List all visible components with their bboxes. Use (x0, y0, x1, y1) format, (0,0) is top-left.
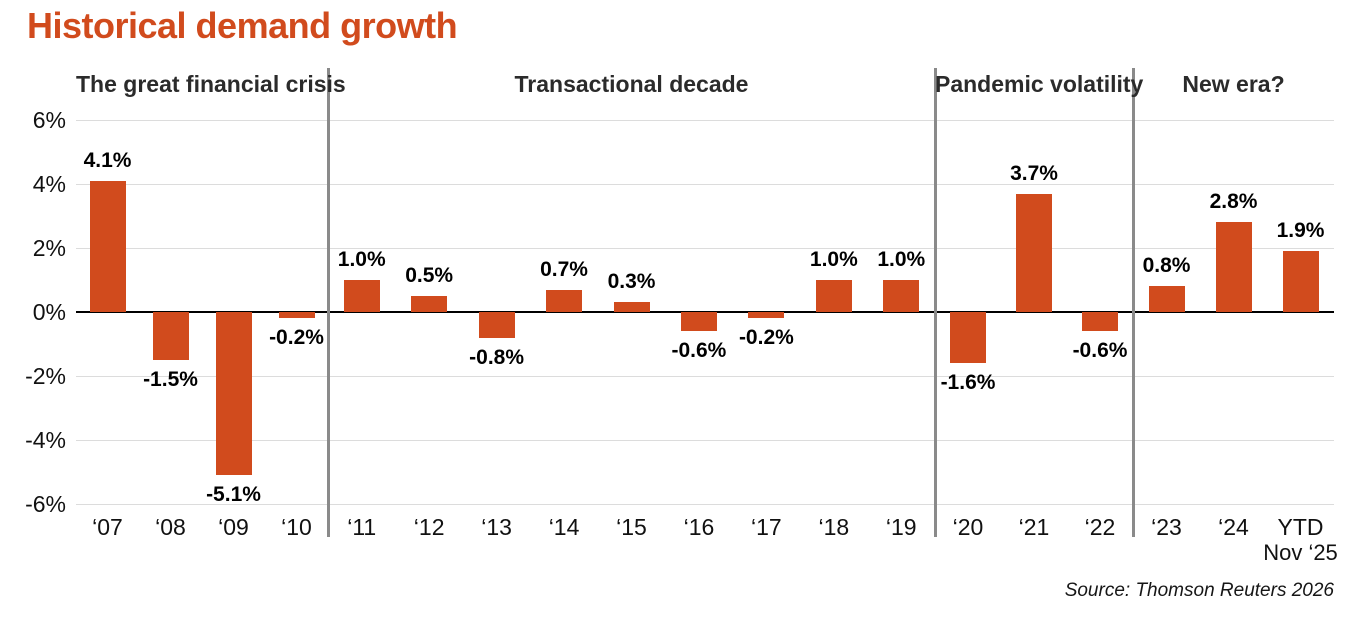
x-axis-tick-label: ‘20 (952, 514, 984, 540)
x-axis-tick-label: ‘14 (548, 514, 580, 540)
bar-value-label: -1.6% (940, 371, 996, 395)
data-bar (478, 312, 515, 338)
bar-value-label: 1.0% (877, 248, 926, 271)
section-divider (327, 68, 330, 537)
x-axis-tick-label: ‘11 (347, 514, 377, 540)
bar-value-label: -5.1% (206, 483, 261, 507)
section-header: The great financial crisis (76, 71, 346, 97)
bar-value-label: 0.7% (540, 257, 588, 281)
x-axis-tick-label: ‘09 (218, 514, 249, 540)
data-bar (1082, 312, 1118, 332)
bar-value-label: 1.0% (809, 248, 858, 271)
data-bar (883, 280, 920, 312)
bar-value-label: -0.2% (269, 326, 324, 350)
gridline (76, 248, 1334, 249)
x-axis-tick-label: ‘18 (818, 514, 850, 540)
x-axis-tick-label: ‘19 (885, 514, 917, 540)
bar-value-label: 1.9% (1276, 219, 1325, 243)
bar-value-label: 3.7% (1010, 161, 1058, 185)
bar-value-label: 0.3% (607, 270, 656, 294)
bar-value-label: -0.6% (671, 339, 727, 363)
bar-value-label: -1.5% (143, 368, 198, 391)
x-axis-tick-label: ‘15 (616, 514, 647, 540)
bar-value-label: 2.8% (1209, 190, 1258, 214)
section-header: Transactional decade (514, 71, 749, 97)
section-header: New era? (1182, 71, 1285, 97)
bar-value-label: 0.8% (1142, 254, 1191, 278)
y-axis-tick-label: -4% (25, 427, 66, 453)
gridline (76, 376, 1334, 377)
bar-value-label: 0.5% (405, 264, 454, 287)
data-bar (680, 312, 717, 332)
y-axis-tick-label: -2% (25, 363, 66, 389)
chart-title: Historical demand growth (27, 5, 458, 46)
bar-value-label: -0.8% (469, 345, 525, 369)
data-bar (1148, 286, 1185, 312)
x-axis-tick-label: ‘17 (751, 514, 782, 540)
data-bar (278, 312, 315, 319)
data-bar (546, 289, 583, 312)
gridline (76, 504, 1334, 505)
gridline (76, 120, 1334, 121)
y-axis-tick-label: 0% (32, 299, 66, 325)
bar-value-label: 1.0% (337, 248, 386, 271)
x-axis-tick-label: ‘07 (92, 514, 123, 540)
bar-value-label: -0.2% (738, 326, 794, 350)
data-bar (411, 296, 448, 312)
x-axis-tick-label: ‘22 (1084, 514, 1116, 540)
x-axis-tick-label: ‘23 (1151, 514, 1182, 540)
x-axis-tick-label: ‘16 (683, 514, 715, 540)
bar-value-label: -0.6% (1072, 339, 1128, 363)
bar-value-label: 4.1% (83, 148, 132, 172)
data-bar (1016, 193, 1052, 312)
data-bar (748, 312, 785, 319)
data-bar (152, 312, 189, 360)
data-bar (343, 280, 380, 312)
x-axis-tick-label: ‘21 (1018, 514, 1050, 540)
data-bar (950, 312, 986, 364)
x-axis-tick-label: ‘08 (155, 514, 186, 540)
y-axis-tick-label: 4% (32, 171, 66, 197)
y-axis-tick-label: 2% (32, 235, 66, 261)
x-axis-tick-label: YTD (1277, 514, 1324, 540)
data-bar (215, 312, 252, 476)
y-axis-tick-label: -6% (25, 491, 66, 517)
data-bar (1215, 222, 1252, 312)
x-axis-tick-label: ‘24 (1218, 514, 1249, 540)
section-divider (1132, 68, 1135, 537)
data-bar (815, 280, 852, 312)
y-axis-tick-label: 6% (32, 107, 66, 133)
section-header: Pandemic volatility (935, 71, 1144, 97)
data-bar (1282, 251, 1319, 312)
section-divider (934, 68, 937, 537)
gridline (76, 440, 1334, 441)
x-axis-tick-label: ‘10 (281, 514, 312, 540)
data-bar (89, 180, 126, 312)
data-bar (613, 302, 650, 312)
x-axis-tick-sublabel: Nov ‘25 (1263, 540, 1338, 565)
x-axis-tick-label: ‘12 (413, 514, 445, 540)
x-axis-tick-label: ‘13 (481, 514, 512, 540)
gridline (76, 184, 1334, 185)
source-note: Source: Thomson Reuters 2026 (1064, 580, 1334, 601)
